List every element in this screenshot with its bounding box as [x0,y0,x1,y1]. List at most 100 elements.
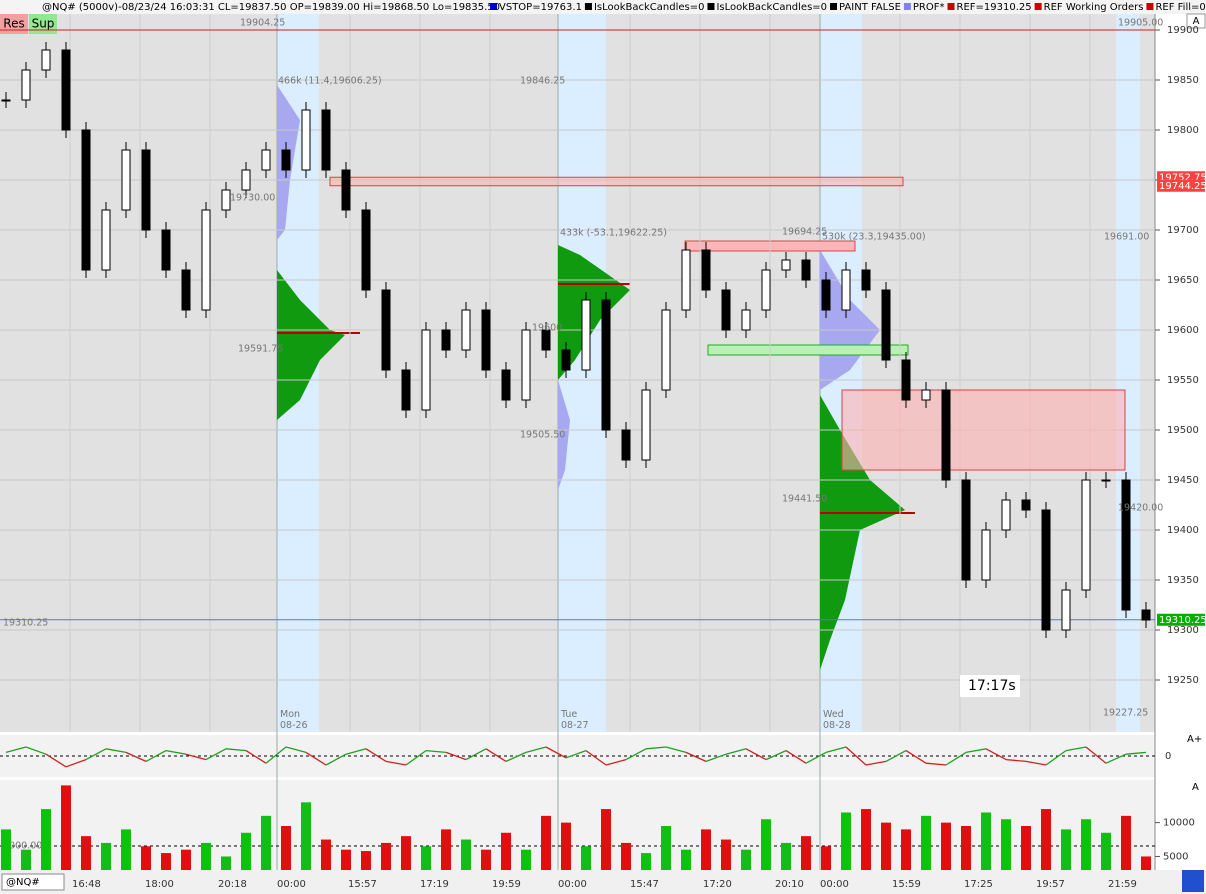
y-tick-label: 19450 [1167,475,1199,486]
osc-segment [65,758,87,768]
candle-body [1,99,11,102]
time-label: 17:20 [703,879,732,890]
vol-reference-label: 5000.00 [3,841,42,852]
res-button[interactable] [0,14,28,34]
osc-segment [1005,758,1027,763]
candle-body [281,149,291,171]
annotation: 19310.25 [3,618,48,629]
order-zone [707,344,909,356]
candle-body [461,309,471,351]
y-tick-label: 19500 [1167,425,1199,436]
study-label: REF=19310.25 [957,2,1032,13]
volume-bar [181,849,191,870]
time-label: 17:25 [964,879,993,890]
annotation: 19505.50 [520,430,565,441]
scale-button-label[interactable]: A [1193,16,1200,27]
vol-button[interactable]: A [1192,782,1199,793]
osc-segment [465,748,487,761]
y-tick-label: 19350 [1167,575,1199,586]
annotation: 530k (23.3,19435.00) [822,232,926,243]
candle-body [361,209,371,291]
volume-bar [1141,856,1151,870]
candle-body [641,389,651,461]
osc-segment [825,746,847,754]
zone [841,389,1126,471]
sup-button[interactable] [29,14,57,34]
volume-bar [981,812,991,870]
annotation: 19591.75 [238,344,283,355]
volume-bar [161,853,171,870]
annotation: 19694.25 [782,227,827,238]
study-swatch [1146,3,1154,10]
osc-segment [205,748,227,761]
osc-segment [305,751,327,766]
symbol-dropdown[interactable] [1,873,65,891]
zone [329,176,904,187]
study-label: IsLookBackCandles=0 [594,2,705,13]
study-label: REF Fill=0 [1155,2,1205,13]
volume-bar [401,836,411,870]
scale-button[interactable] [1186,13,1206,29]
osc-segment [545,746,567,759]
candle-body [181,269,191,311]
annotation: 466k (11.4,19606.25) [278,76,382,87]
candle-body [861,269,871,291]
volume-profile [277,270,345,420]
symbol-dropdown-label[interactable]: @NQ# [6,877,40,888]
volume-bar [21,849,31,870]
volume-bar [881,822,891,870]
osc-segment [905,750,927,764]
osc-segment [45,753,67,768]
osc-segment [385,760,407,766]
candle-body [121,149,131,211]
candle-body [141,149,151,231]
y-tick-label: 19700 [1167,225,1199,236]
time-label: 18:00 [145,879,174,890]
study-swatch [903,3,911,10]
osc-segment [225,748,247,752]
volume-bar [1061,829,1071,870]
study-swatch [947,3,955,10]
candle-body [901,359,911,401]
res-label[interactable]: Res [3,17,24,31]
toolbar-button[interactable] [1182,870,1204,892]
timer-box [960,675,1020,697]
candle-body [921,389,931,401]
y-tick-label: 19250 [1167,675,1199,686]
candle-body [401,369,411,411]
osc-segment [665,746,687,754]
osc-segment [145,750,167,762]
osc-segment [965,748,987,754]
candle-body [261,149,271,171]
annotation: 19904.25 [240,18,285,29]
osc-segment [925,762,947,766]
time-label: 16:48 [72,879,101,890]
session-band [558,14,606,732]
candle-body [621,429,631,461]
osc-segment [25,746,47,755]
osc-segment [265,746,287,764]
candle-body [981,529,991,581]
price-highlight-label: 19310.25 [1159,615,1206,626]
osc-segment [705,753,727,763]
candle-body [721,289,731,331]
time-label: 19:59 [492,879,521,890]
osc-segment [885,750,907,762]
osc-segment [5,746,27,754]
candle-body [521,329,531,401]
osc-segment [1065,746,1087,752]
osc-segment [105,748,127,754]
annotation: 19905.00 [1118,18,1163,29]
study-swatch [490,3,497,10]
osc-segment [845,746,867,766]
volume-bar [41,809,51,870]
time-label: 15:47 [630,879,659,890]
sup-label[interactable]: Sup [32,17,55,31]
volume-bar [801,836,811,870]
candle-body [741,309,751,331]
candle-body [881,289,891,361]
study-label: REF Working Orders [1044,2,1144,13]
session-label: Mon 08-26 [280,709,308,731]
volume-bar [341,849,351,870]
osc-button[interactable]: A+ [1187,734,1202,745]
